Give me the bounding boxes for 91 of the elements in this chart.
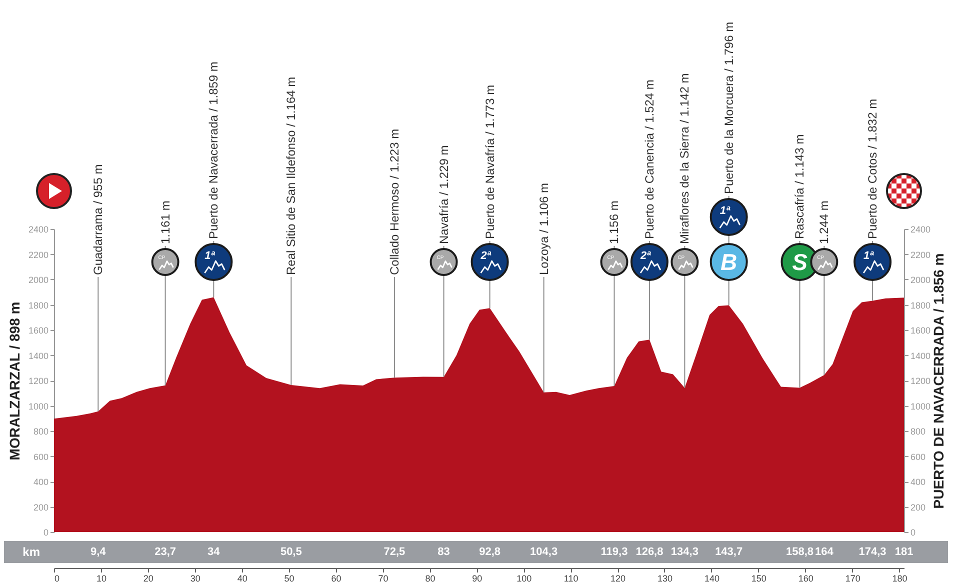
annotation: 1ª [864,250,875,262]
annotation: 1.161 m [158,200,172,244]
x-tick-label: 40 [237,574,248,584]
y2-tick-label: 2000 [910,275,931,285]
annotation: Puerto de Navacerrada / 1.859 m [206,62,221,239]
x-tick-label: 130 [657,574,673,584]
annotation: Rascafría / 1.143 m [792,134,807,239]
x2-tick-label: 50,5 [280,546,302,558]
y2-tick-label: 1200 [910,376,931,386]
annotation: S [792,249,808,275]
x-tick-label: 70 [378,574,388,584]
mountain-badge-icon: 2ª [630,243,668,281]
x2-tick-label: 119,3 [600,546,628,558]
y-tick-label: 1800 [28,300,48,310]
x-tick-label: 0 [54,574,60,584]
mountain-badge-icon: 1ª [854,243,892,281]
x2-tick-label: 23,7 [154,546,176,558]
x2-axis-title: km [22,545,40,559]
y2-tick-label: 400 [910,477,926,487]
y-tick-label: 2000 [28,275,48,285]
y-tick-label: 800 [33,426,48,436]
annotation: Collado Hermoso / 1.223 m [387,128,402,275]
y2-tick-label: 1600 [910,326,931,336]
y-tick-label: 1200 [28,376,48,386]
y-tick-label: 2200 [28,250,48,260]
y-tick-label: 400 [33,477,48,487]
x2-tick-label: 83 [438,546,450,558]
annotation: B [720,249,738,275]
x2-tick-label: 104,3 [530,546,558,558]
y2-tick-label: 200 [910,502,926,512]
y2-tick-label: 2200 [910,250,931,260]
annotation: Miraflores de la Sierra / 1.142 m [678,73,692,244]
x-tick-label: 20 [143,574,154,584]
x2-tick-label: 72,5 [384,546,406,558]
x-tick-label: 10 [96,574,106,584]
annotation: Guadarrama / 955 m [91,164,106,275]
y-tick-label: 1000 [28,401,48,412]
y-axis-title: MORALZARZAL / 898 m [6,302,22,460]
annotation: Puerto de Navafría / 1.773 m [482,84,497,239]
y2-tick-label: 600 [910,452,926,462]
y2-tick-label: 800 [910,426,926,436]
y2-tick-label: 1400 [910,350,931,361]
annotation: Real Sitio de San Ildefonso / 1.164 m [284,76,298,275]
x-tick-label: 180 [892,574,908,584]
annotation: 2ª [480,250,492,262]
annotation: Puerto de Canencia / 1.524 m [642,80,656,239]
mountain-badge-icon: 1ª [710,198,748,236]
x2-tick-label: 34 [208,546,221,558]
x-tick-label: 140 [704,574,720,584]
y-tick-label: 1400 [28,350,48,361]
x-tick-label: 160 [798,574,814,584]
y2-axis-title: PUERTO DE NAVACERRADA / 1.856 m [930,253,947,509]
x2-tick-label: 174,3 [858,546,886,558]
x-tick-label: 50 [284,574,294,584]
mountain-badge-icon: 1ª [194,243,233,281]
annotation: Navafría / 1.229 m [436,145,451,244]
x-tick-label: 150 [751,574,766,584]
y-tick-label: 2400 [28,224,48,234]
x2-tick-label: 134,3 [670,546,698,558]
x-tick-label: 80 [425,574,436,584]
y-tick-label: 600 [33,452,48,462]
x-tick-label: 30 [190,574,200,584]
x-tick-label: 60 [331,574,342,584]
annotation: 1.156 m [607,200,622,244]
y-tick-label: 1600 [28,326,48,336]
x2-tick-label: 143,7 [715,546,743,558]
x2-tick-label: 164 [814,546,834,558]
y-tick-label: 0 [43,528,48,538]
y-tick-label: 200 [33,502,48,512]
x2-tick-label: 9,4 [90,546,107,558]
letter-badge-icon: B [710,243,748,281]
y2-tick-label: 1000 [910,401,931,412]
annotation: Puerto de Cotos / 1.832 m [866,98,880,239]
annotation: Puerto de la Morcuera / 1.796 m [722,22,736,194]
y2-tick-label: 0 [910,528,916,538]
x2-tick-label: 181 [894,546,914,558]
x-tick-label: 170 [845,574,860,584]
annotation: Lozoya / 1.106 m [536,182,551,275]
x2-tick-label: 158,8 [786,546,814,558]
y2-tick-label: 1800 [910,300,931,310]
x2-tick-label: 92,8 [479,546,501,558]
annotation: 1.244 m [817,200,832,244]
x-tick-label: 120 [610,574,626,584]
x-tick-label: 100 [516,574,532,584]
x-tick-label: 110 [564,574,578,584]
y2-tick-label: 2400 [910,224,931,234]
annotation: 2ª [639,250,652,262]
x-tick-label: 90 [472,574,482,584]
mountain-badge-icon: 2ª [470,243,509,281]
annotation: 1ª [204,250,216,262]
x2-tick-label: 126,8 [636,546,664,558]
